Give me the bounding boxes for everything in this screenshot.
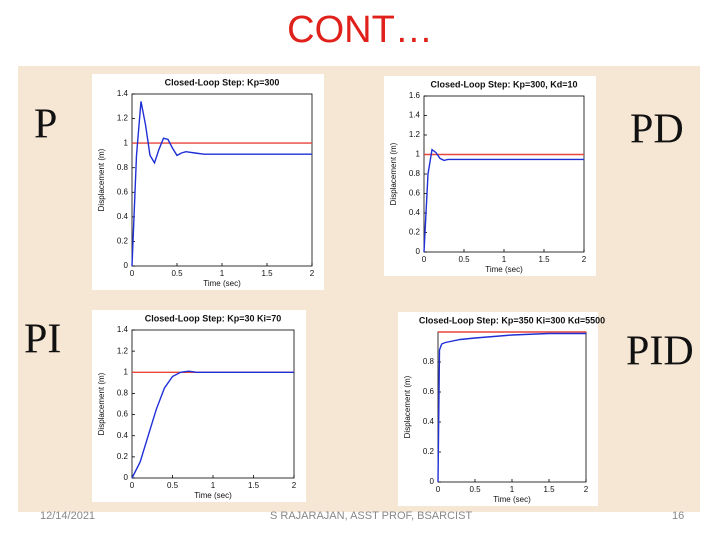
y-tick-label: 0.6 bbox=[423, 387, 435, 396]
y-tick-label: 0.6 bbox=[409, 189, 421, 198]
y-tick-label: 0.6 bbox=[117, 410, 129, 419]
y-tick-label: 1.2 bbox=[117, 114, 129, 123]
series-line bbox=[423, 148, 584, 253]
x-tick-label: 0.5 bbox=[469, 485, 481, 494]
y-tick-label: 0.8 bbox=[423, 357, 435, 366]
x-tick-label: 1.5 bbox=[538, 255, 550, 264]
x-tick-label: 2 bbox=[292, 481, 297, 490]
y-tick-label: 0 bbox=[416, 247, 421, 256]
x-tick-label: 0 bbox=[422, 255, 427, 264]
x-tick-label: 0 bbox=[130, 481, 135, 490]
y-tick-label: 0.4 bbox=[423, 417, 435, 426]
y-axis-label: Displacement (m) bbox=[403, 375, 412, 438]
x-tick-label: 2 bbox=[584, 485, 589, 494]
y-tick-label: 1 bbox=[416, 150, 421, 159]
x-tick-label: 2 bbox=[582, 255, 587, 264]
controller-label: PI bbox=[24, 317, 61, 363]
y-tick-label: 0.2 bbox=[423, 447, 435, 456]
controller-label: PD bbox=[630, 107, 684, 153]
y-tick-label: 0.2 bbox=[409, 228, 421, 237]
y-tick-label: 0 bbox=[124, 473, 129, 482]
chart-frame bbox=[398, 312, 598, 506]
y-tick-label: 1 bbox=[124, 367, 129, 376]
controller-label: PID bbox=[626, 329, 694, 375]
y-tick-label: 0.4 bbox=[117, 212, 129, 221]
chart-title: Closed-Loop Step: Kp=350 Ki=300 Kd=5500 bbox=[419, 315, 605, 325]
chart-frame bbox=[92, 310, 306, 502]
series-line bbox=[131, 370, 294, 479]
y-tick-label: 0.8 bbox=[117, 389, 129, 398]
x-tick-label: 1.5 bbox=[543, 485, 555, 494]
y-tick-label: 0.2 bbox=[117, 237, 129, 246]
y-tick-label: 0.4 bbox=[409, 208, 421, 217]
y-tick-label: 1.6 bbox=[409, 91, 421, 100]
y-tick-label: 1.4 bbox=[117, 325, 129, 334]
x-tick-label: 1.5 bbox=[261, 269, 273, 278]
x-tick-label: 1 bbox=[211, 481, 216, 490]
x-axis-label: Time (sec) bbox=[203, 279, 241, 288]
chart-frame bbox=[92, 74, 324, 290]
x-tick-label: 0 bbox=[436, 485, 441, 494]
y-axis-label: Displacement (m) bbox=[389, 142, 398, 205]
x-axis-label: Time (sec) bbox=[493, 495, 531, 504]
x-tick-label: 1 bbox=[220, 269, 225, 278]
controller-label: P bbox=[34, 102, 57, 148]
chart-title: Closed-Loop Step: Kp=30 Ki=70 bbox=[145, 313, 282, 323]
y-tick-label: 0.4 bbox=[117, 431, 129, 440]
series-line bbox=[131, 101, 312, 267]
x-tick-label: 2 bbox=[310, 269, 315, 278]
y-axis-label: Displacement (m) bbox=[97, 148, 106, 211]
x-tick-label: 0.5 bbox=[458, 255, 470, 264]
y-axis-label: Displacement (m) bbox=[97, 372, 106, 435]
y-tick-label: 0 bbox=[430, 477, 435, 486]
y-tick-label: 1 bbox=[124, 138, 129, 147]
y-tick-label: 1.2 bbox=[409, 130, 421, 139]
y-tick-label: 0 bbox=[124, 261, 129, 270]
footer-author: S RAJARAJAN, ASST PROF, BSARCIST bbox=[270, 510, 472, 522]
chart-title: Closed-Loop Step: Kp=300 bbox=[165, 77, 280, 87]
x-tick-label: 0.5 bbox=[171, 269, 183, 278]
x-tick-label: 1.5 bbox=[248, 481, 260, 490]
x-tick-label: 1 bbox=[502, 255, 507, 264]
y-tick-label: 0.2 bbox=[117, 452, 129, 461]
y-tick-label: 0.8 bbox=[409, 169, 421, 178]
x-axis-label: Time (sec) bbox=[194, 491, 232, 500]
chart-frame bbox=[384, 76, 596, 276]
x-tick-label: 0 bbox=[130, 269, 135, 278]
y-tick-label: 1.4 bbox=[117, 89, 129, 98]
y-tick-label: 0.6 bbox=[117, 187, 129, 196]
y-tick-label: 1.4 bbox=[409, 111, 421, 120]
footer-date: 12/14/2021 bbox=[40, 510, 95, 522]
x-tick-label: 1 bbox=[510, 485, 515, 494]
y-tick-label: 0.8 bbox=[117, 163, 129, 172]
slide-title: CONT… bbox=[287, 9, 433, 51]
y-tick-label: 1.2 bbox=[117, 346, 129, 355]
x-axis-label: Time (sec) bbox=[485, 265, 523, 274]
x-tick-label: 0.5 bbox=[167, 481, 179, 490]
series-line bbox=[437, 332, 586, 483]
chart-title: Closed-Loop Step: Kp=300, Kd=10 bbox=[430, 79, 577, 89]
page-number: 16 bbox=[672, 510, 684, 522]
